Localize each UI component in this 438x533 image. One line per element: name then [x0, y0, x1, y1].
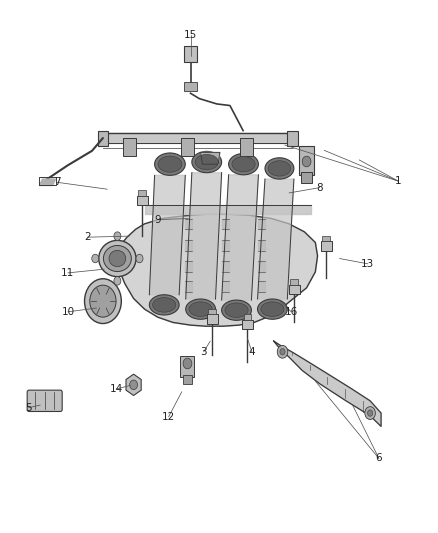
FancyBboxPatch shape — [27, 390, 62, 411]
Ellipse shape — [186, 299, 215, 319]
Bar — [181, 138, 194, 156]
Ellipse shape — [155, 153, 185, 175]
Circle shape — [90, 285, 116, 317]
Bar — [242, 320, 253, 329]
Ellipse shape — [192, 151, 222, 173]
Bar — [322, 236, 330, 241]
Text: 14: 14 — [110, 384, 123, 394]
Bar — [289, 285, 300, 294]
Polygon shape — [258, 179, 294, 299]
Text: 15: 15 — [184, 30, 197, 39]
Text: 11: 11 — [61, 268, 74, 278]
Text: 1: 1 — [395, 176, 402, 186]
Circle shape — [302, 156, 311, 167]
Polygon shape — [274, 341, 381, 426]
Circle shape — [114, 277, 121, 285]
Bar — [123, 138, 136, 156]
Text: 5: 5 — [25, 403, 32, 413]
Ellipse shape — [265, 158, 294, 179]
Bar — [184, 46, 197, 62]
Circle shape — [367, 410, 373, 416]
Polygon shape — [116, 214, 318, 326]
Ellipse shape — [189, 302, 212, 317]
Circle shape — [280, 349, 285, 355]
Circle shape — [183, 358, 192, 369]
Bar — [180, 356, 194, 377]
Text: 8: 8 — [316, 183, 323, 192]
Bar — [240, 138, 253, 156]
Ellipse shape — [232, 157, 255, 172]
Text: 12: 12 — [162, 412, 175, 422]
Ellipse shape — [229, 154, 258, 175]
Text: 6: 6 — [375, 454, 382, 463]
Polygon shape — [186, 173, 222, 299]
Ellipse shape — [103, 246, 131, 271]
Bar — [184, 82, 197, 91]
Bar — [287, 131, 298, 146]
Ellipse shape — [225, 303, 248, 318]
Text: 16: 16 — [285, 307, 298, 317]
Polygon shape — [222, 175, 258, 300]
Ellipse shape — [109, 251, 126, 266]
Text: 9: 9 — [154, 215, 161, 224]
Text: 7: 7 — [53, 177, 60, 187]
Polygon shape — [39, 179, 56, 185]
Ellipse shape — [149, 295, 179, 315]
Ellipse shape — [258, 299, 287, 319]
Bar — [244, 314, 251, 320]
Circle shape — [277, 345, 288, 358]
Circle shape — [130, 380, 138, 390]
Bar — [183, 375, 192, 384]
Bar — [138, 190, 146, 196]
Polygon shape — [149, 175, 185, 295]
Bar — [137, 196, 148, 205]
Circle shape — [85, 279, 121, 324]
Bar — [98, 131, 108, 146]
Text: 3: 3 — [200, 347, 207, 357]
Ellipse shape — [99, 240, 136, 277]
Circle shape — [114, 232, 121, 240]
Bar — [299, 146, 314, 175]
Ellipse shape — [152, 297, 176, 312]
Bar — [301, 172, 312, 183]
Bar — [321, 241, 332, 251]
Bar — [207, 314, 218, 324]
Text: 13: 13 — [361, 259, 374, 269]
Bar — [208, 309, 216, 314]
Text: 4: 4 — [248, 347, 255, 357]
Circle shape — [136, 254, 143, 263]
Circle shape — [92, 254, 99, 263]
Ellipse shape — [158, 156, 182, 172]
Ellipse shape — [268, 161, 291, 176]
Text: 2: 2 — [84, 232, 91, 242]
Text: 10: 10 — [61, 307, 74, 317]
Ellipse shape — [195, 155, 219, 169]
Ellipse shape — [261, 302, 284, 317]
Polygon shape — [201, 152, 220, 164]
Bar — [290, 279, 298, 285]
Ellipse shape — [222, 300, 251, 320]
Circle shape — [365, 407, 375, 419]
